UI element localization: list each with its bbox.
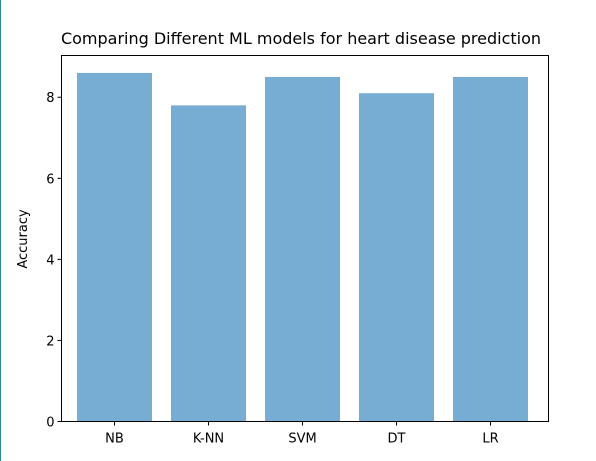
y-axis-ticks: 0 2 4 6 8 <box>46 91 62 431</box>
x-tick-label: DT <box>388 432 406 447</box>
bar-k-nn <box>171 105 246 422</box>
bars-group <box>77 72 528 422</box>
y-axis-label: Accuracy <box>16 209 31 269</box>
bar-dt <box>359 93 434 422</box>
chart-title: Comparing Different ML models for heart … <box>61 29 541 48</box>
y-tick-label: 0 <box>46 416 54 431</box>
plot-frame <box>61 55 549 422</box>
x-tick-label: SVM <box>288 432 316 447</box>
y-tick-label: 2 <box>46 334 54 349</box>
left-edge-line <box>0 0 1 461</box>
x-tick-label: NB <box>105 432 124 447</box>
y-tick-label: 4 <box>46 253 54 268</box>
y-tick-label: 8 <box>46 91 54 106</box>
bar-lr <box>453 76 528 422</box>
x-tick-label: LR <box>482 432 498 447</box>
y-tick-label: 6 <box>46 172 54 187</box>
x-axis-ticks: NB K-NN SVM DT LR <box>105 421 499 447</box>
bar-svm <box>265 76 340 422</box>
x-tick-label: K-NN <box>193 432 224 447</box>
bar-nb <box>77 72 152 422</box>
